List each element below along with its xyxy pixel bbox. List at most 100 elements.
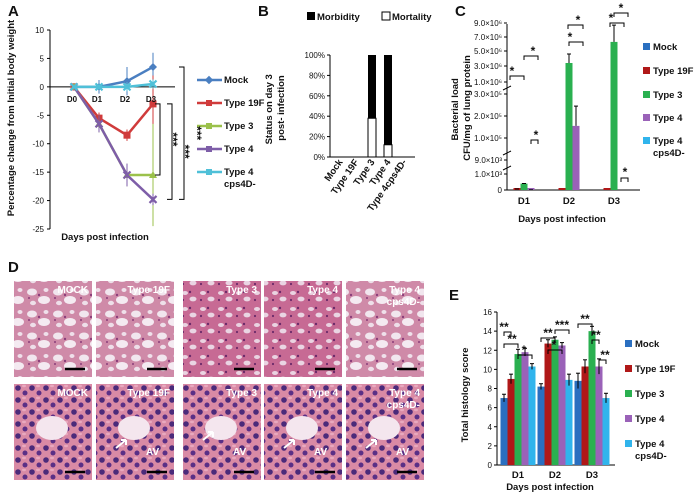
panel-e-bar bbox=[514, 354, 522, 465]
panel-d-alveolar-space bbox=[368, 416, 400, 440]
panel-e-legend-label: Type 4 bbox=[635, 439, 665, 450]
panel-a-ytick-label: 5 bbox=[40, 54, 45, 63]
panel-c-xlabel: Days post infection bbox=[518, 214, 606, 225]
panel-c-ytick-label: 5.0×10⁶ bbox=[474, 47, 502, 56]
panel-e-bar bbox=[537, 386, 545, 465]
panel-a-xcat-label: D1 bbox=[92, 95, 103, 104]
panel-c-ytick-label: 9.0×10³ bbox=[475, 156, 503, 165]
panel-e-legend-swatch bbox=[625, 365, 632, 372]
panel-c-sig-bracket bbox=[509, 75, 525, 80]
panel-c-bar bbox=[520, 183, 528, 190]
panel-e-ytick-label: 2 bbox=[488, 442, 493, 451]
panel-b-bars bbox=[367, 55, 393, 158]
panel-a-ytick-label: 10 bbox=[35, 26, 44, 35]
panel-a-point bbox=[122, 170, 132, 180]
panel-c-legend-label-2: cps4D- bbox=[653, 148, 685, 159]
panel-b-ylabel-line1: Status on day 3 bbox=[264, 74, 275, 144]
panel-d-top-label: Type 3 bbox=[226, 285, 257, 296]
panel-d-top-label: Type 4 bbox=[307, 285, 338, 296]
panel-a-xcat-label: D3 bbox=[146, 95, 157, 104]
panel-c-bar bbox=[610, 41, 618, 191]
panel-a-series-line bbox=[72, 86, 154, 201]
panel-a-legend-marker bbox=[206, 146, 212, 152]
panel-e-bar bbox=[507, 378, 515, 465]
panel-d-bottom-label: Type 19F bbox=[127, 388, 170, 399]
panel-c-legend-label: Type 4 bbox=[653, 136, 683, 147]
panel-b: B Status on day 3 post- infection 100% 80… bbox=[258, 3, 432, 214]
panel-e-legend-label-2: cps4D- bbox=[635, 451, 667, 462]
panel-e-legend-label: Mock bbox=[635, 339, 660, 350]
panel-a-ytick-label: -10 bbox=[32, 140, 44, 149]
panel-a-xcat-label: D0 bbox=[67, 95, 78, 104]
panel-c-category-label: D1 bbox=[518, 196, 531, 207]
panel-e-sig-label: * bbox=[552, 338, 557, 352]
panel-d-arrow bbox=[365, 439, 377, 449]
panel-a-legend-label: Type 4 bbox=[224, 144, 254, 155]
panel-c-ytick-label: 1.0×10⁵ bbox=[474, 134, 502, 143]
panel-a-sig-label: *** bbox=[178, 145, 192, 159]
panel-b-ytick-label: 60% bbox=[309, 92, 325, 101]
panel-e-legend-label: Type 4 bbox=[635, 414, 665, 425]
panel-c-ytick-label: 2.0×10⁵ bbox=[474, 112, 502, 121]
panel-d-arrow bbox=[202, 431, 214, 441]
panel-c-yticks: 9.0×10⁶ 7.0×10⁶ 5.0×10⁶ 3.0×10⁶ 1.0×10⁶ 3.0×1… bbox=[474, 19, 512, 195]
panel-a-point bbox=[148, 195, 158, 204]
panel-e-ytick-label: 6 bbox=[488, 404, 493, 413]
panel-c-category-label: D3 bbox=[608, 196, 620, 207]
panel-c-sig-bracket bbox=[523, 55, 539, 60]
panel-c-legend-swatch bbox=[643, 91, 650, 98]
panel-e-significance: *********** ****** bbox=[499, 312, 610, 364]
panel-d-av-label: AV bbox=[233, 447, 246, 458]
panel-a-legend-marker bbox=[204, 75, 214, 85]
panel-a-legend-label: Type 3 bbox=[224, 121, 253, 132]
panel-c-sig-bracket bbox=[620, 177, 629, 182]
panel-b-bar-morbidity bbox=[368, 55, 376, 119]
panel-e-bar bbox=[588, 331, 596, 465]
panel-c-ytick-label: 0 bbox=[498, 186, 503, 195]
panel-c-ylabel: Bacterial load CFU/mg of lung protein bbox=[450, 55, 473, 161]
panel-e-ytick-label: 14 bbox=[483, 327, 492, 336]
panel-d-arrow bbox=[115, 439, 127, 449]
panel-e-ytick-label: 0 bbox=[488, 461, 493, 470]
panel-a-ytick-label: 0 bbox=[40, 83, 45, 92]
panel-e-legend-swatch bbox=[625, 440, 632, 447]
panel-e-sig-label: ** bbox=[591, 328, 601, 342]
panel-d-bottom-label: Type 4 bbox=[307, 388, 338, 399]
panel-a-point bbox=[94, 119, 104, 129]
panel-b-legend-mortality: Mortality bbox=[392, 12, 432, 23]
panel-d-bottom-label: Type 3 bbox=[226, 388, 257, 399]
panel-e-ytick-label: 16 bbox=[483, 308, 492, 317]
panel-e-bar bbox=[500, 398, 508, 465]
panel-e-sig-bracket bbox=[503, 343, 519, 348]
panel-d-top-row: MOCK Type 19F Type 3 Type 4 Type 4cps4D- bbox=[14, 281, 424, 377]
panel-e-bar bbox=[521, 352, 529, 465]
panel-c-sig-bracket bbox=[568, 41, 584, 46]
panel-a-series bbox=[69, 52, 158, 227]
panel-a-point bbox=[123, 77, 131, 86]
panel-c-legend-label: Type 19F bbox=[653, 66, 694, 77]
panel-e-bar bbox=[558, 345, 566, 465]
panel-e-sig-label: ** bbox=[600, 348, 610, 362]
panel-e-ytick-label: 8 bbox=[488, 385, 493, 394]
panel-a-sig-label: *** bbox=[166, 132, 180, 146]
panel-e-category-label: D3 bbox=[586, 470, 598, 481]
panel-c-sig-bracket bbox=[609, 22, 625, 27]
panel-c-legend-swatch bbox=[643, 67, 650, 74]
panel-c-legend-label: Mock bbox=[653, 42, 678, 53]
panel-e-sig-label: *** bbox=[555, 318, 569, 332]
panel-a-point bbox=[122, 82, 132, 92]
panel-a-point bbox=[149, 170, 157, 178]
panel-a-legend-label: Type 19F bbox=[224, 98, 265, 109]
panel-c-legend-label: Type 4 bbox=[653, 113, 683, 124]
panel-e-label: E bbox=[449, 287, 459, 304]
panel-a-point bbox=[94, 82, 104, 92]
panel-c-ytick-label: 3.0×10⁵ bbox=[474, 90, 502, 99]
panel-e-ytick-label: 4 bbox=[488, 423, 493, 432]
panel-e-ylabel: Total histology score bbox=[460, 348, 471, 443]
panel-c-bar bbox=[572, 125, 580, 190]
panel-a-sig-bracket bbox=[167, 103, 173, 200]
